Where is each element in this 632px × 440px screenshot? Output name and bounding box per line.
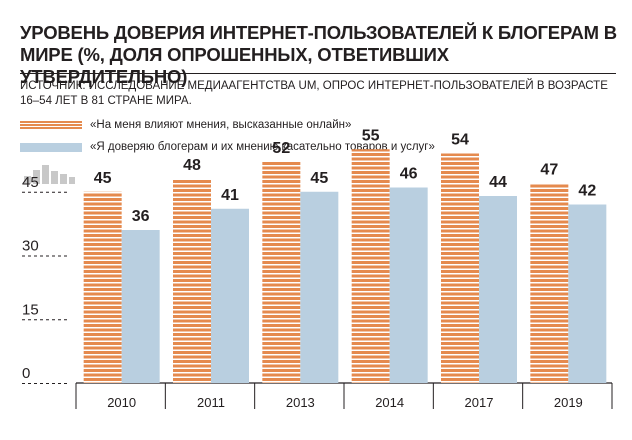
data-label-series2: 42 <box>578 183 596 200</box>
y-tick-mark <box>40 319 43 321</box>
bar-series1 <box>173 179 211 383</box>
y-tick-mark <box>28 191 31 193</box>
y-tick-mark <box>40 255 43 257</box>
y-tick-mark <box>34 319 37 321</box>
y-tick-mark <box>58 255 61 257</box>
y-tick-mark <box>34 255 37 257</box>
y-tick-label: 0 <box>22 365 30 382</box>
bar-series2 <box>479 196 517 383</box>
y-tick-mark <box>46 383 49 384</box>
y-tick-mark <box>22 383 25 384</box>
y-tick-mark <box>46 191 49 193</box>
bar-series2 <box>568 204 607 383</box>
bar-series1 <box>262 162 301 383</box>
x-tick-label: 2017 <box>465 395 494 410</box>
bar-series2 <box>389 187 428 383</box>
data-label-series2: 46 <box>400 166 418 183</box>
x-tick-label: 2014 <box>375 395 404 410</box>
chart-title: УРОВЕНЬ ДОВЕРИЯ ИНТЕРНЕТ-ПОЛЬЗОВАТЕЛЕЙ К… <box>20 22 617 87</box>
source-note: ИСТОЧНИК: ИССЛЕДОВАНИЕ МЕДИААГЕНТСТВА UM… <box>20 80 608 107</box>
data-label-series1: 45 <box>94 170 112 187</box>
y-tick-mark <box>22 255 25 257</box>
legend-label-series1: «На меня влияют мнения, высказанные онла… <box>90 119 352 131</box>
data-label-series1: 55 <box>362 127 380 144</box>
bar-series1 <box>351 149 390 383</box>
x-tick-label: 2019 <box>554 395 583 410</box>
y-tick-mark <box>28 255 31 257</box>
y-tick-mark <box>52 319 55 321</box>
bar-series1 <box>530 183 569 383</box>
x-tick-label: 2011 <box>197 395 225 410</box>
data-label-series2: 36 <box>132 208 150 225</box>
bar-series2 <box>121 230 160 383</box>
y-tick-mark <box>34 191 37 193</box>
y-tick-mark <box>22 319 25 321</box>
y-tick-mark <box>58 191 61 193</box>
legend-swatch-series1 <box>20 121 82 130</box>
legend-label-series2: «Я доверяю блогерам и их мнению касатель… <box>90 141 435 153</box>
bar-series2 <box>300 191 339 383</box>
data-label-series2: 44 <box>489 174 507 191</box>
y-tick-mark <box>52 191 55 193</box>
data-label-series1: 52 <box>272 140 290 157</box>
y-tick-label: 30 <box>22 238 39 255</box>
y-tick-mark <box>46 319 49 321</box>
data-label-series2: 45 <box>310 170 328 187</box>
bar-series1 <box>441 153 479 383</box>
y-tick-mark <box>58 319 61 321</box>
title-divider <box>20 73 616 74</box>
y-tick-mark <box>40 191 43 193</box>
data-label-series2: 41 <box>221 187 239 204</box>
y-tick-mark <box>52 383 55 384</box>
y-tick-mark <box>64 191 67 193</box>
y-tick-mark <box>22 191 25 193</box>
y-tick-mark <box>52 255 55 257</box>
bar-chart-icon <box>24 165 75 184</box>
y-tick-mark <box>34 383 37 384</box>
data-label-series1: 47 <box>540 161 558 178</box>
data-label-series1: 54 <box>451 132 469 149</box>
x-tick-label: 2010 <box>107 395 136 410</box>
y-tick-mark <box>28 383 31 384</box>
y-tick-mark <box>46 255 49 257</box>
legend-swatch-series2 <box>20 143 82 152</box>
y-tick-label: 45 <box>22 174 39 191</box>
y-tick-mark <box>58 383 61 384</box>
y-tick-mark <box>64 319 67 321</box>
bar-series2 <box>211 208 249 383</box>
bar-series1 <box>83 191 122 383</box>
data-label-series1: 48 <box>183 157 201 174</box>
y-tick-mark <box>64 383 67 384</box>
y-tick-mark <box>64 255 67 257</box>
y-tick-mark <box>40 383 43 384</box>
y-tick-mark <box>28 319 31 321</box>
x-tick-label: 2013 <box>286 395 315 410</box>
y-tick-label: 15 <box>22 301 39 318</box>
